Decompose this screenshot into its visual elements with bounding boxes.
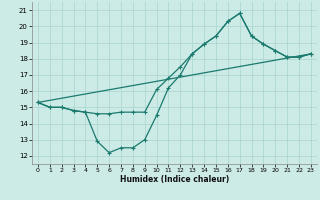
X-axis label: Humidex (Indice chaleur): Humidex (Indice chaleur) — [120, 175, 229, 184]
